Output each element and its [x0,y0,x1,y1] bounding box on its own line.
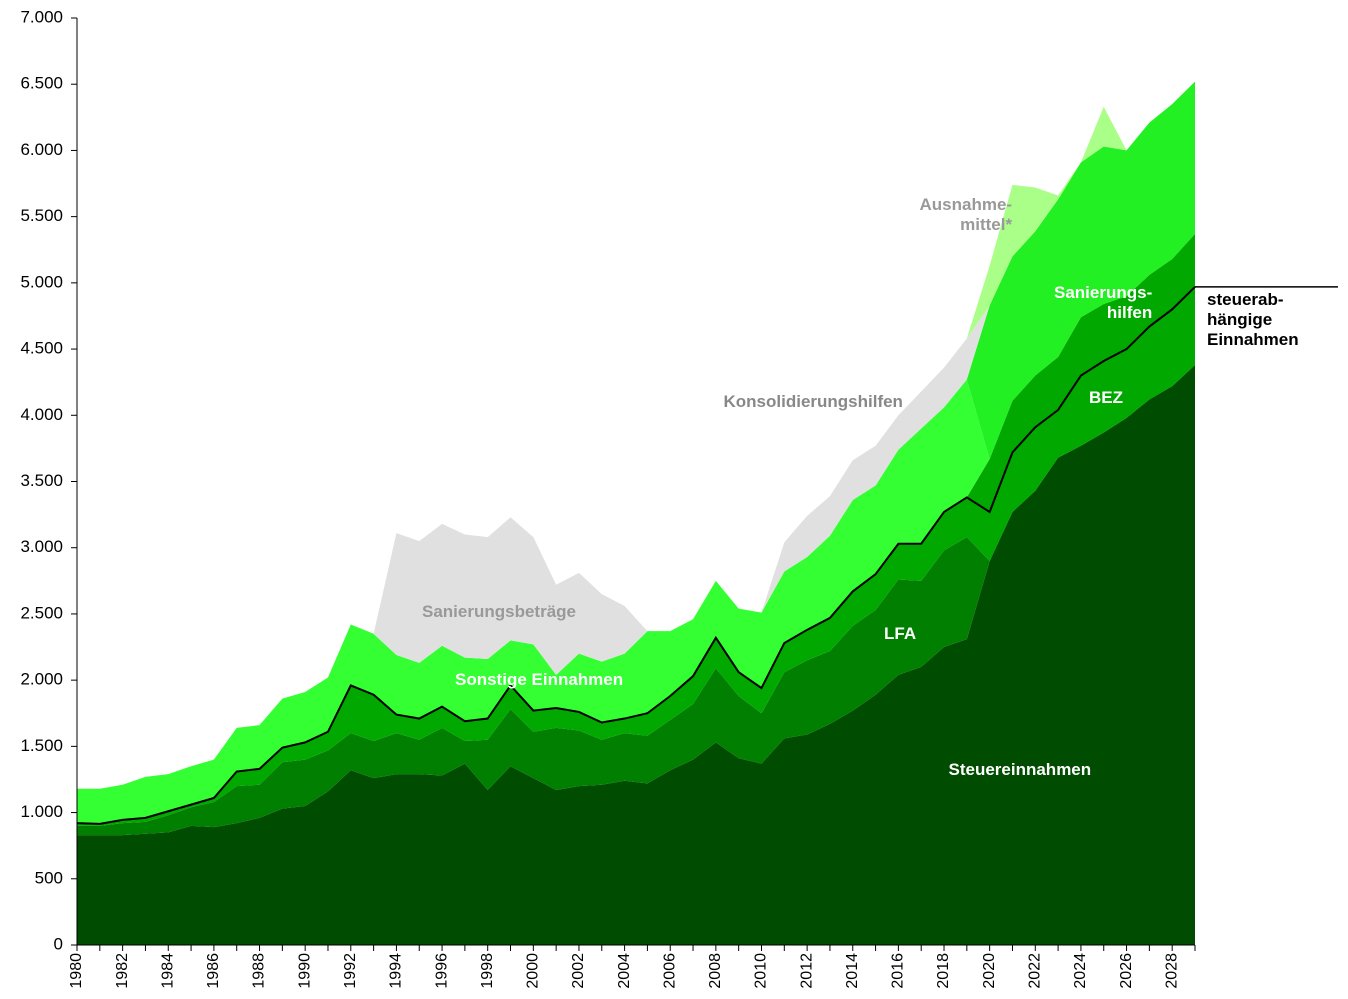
series-label: Konsolidierungshilfen [723,392,903,411]
area [77,364,1195,836]
y-tick-label: 5.500 [20,206,63,225]
y-tick-label: 500 [35,868,63,887]
area [77,233,1195,824]
x-tick-label: 1990 [296,953,313,989]
x-tick-label: 2004 [616,953,633,989]
x-tick-label: 1982 [114,953,131,989]
y-tick-label: 4.000 [20,405,63,424]
x-tick-label: 2016 [890,953,907,989]
x-tick-label: 1992 [342,953,359,989]
y-tick-label: 2.000 [20,670,63,689]
y-tick-label: 6.000 [20,140,63,159]
x-tick-label: 1986 [205,953,222,989]
x-tick-label: 2008 [707,953,724,989]
series-label: Sonstige Einnahmen [455,670,624,689]
y-tick-label: 1.000 [20,802,63,821]
y-tick-label: 6.500 [20,74,63,93]
series-label: Ausnahme- mittel* [919,195,1013,234]
y-tick-label: 7.000 [20,7,63,26]
x-tick-label: 2022 [1027,953,1044,989]
x-tick-label: 2028 [1163,953,1180,989]
series-label: LFA [884,624,917,643]
y-tick-label: 2.500 [20,603,63,622]
x-tick-label: 1988 [251,953,268,989]
x-tick-label: 1996 [433,953,450,989]
x-tick-label: 2020 [981,953,998,989]
line [76,286,1196,825]
x-tick-label: 2000 [525,953,542,989]
area [77,364,1195,945]
x-tick-label: 1980 [68,953,85,989]
series-label: Sanierungs- hilfen [1054,283,1153,322]
series-label: steuerab- hängige Einnahmen [1207,290,1299,349]
x-tick-label: 2026 [1118,953,1135,989]
y-tick-label: 1.500 [20,736,63,755]
y-tick-label: 4.500 [20,339,63,358]
series-label: Steuereinnahmen [948,760,1092,779]
x-tick-label: 2018 [935,953,952,989]
y-tick-label: 3.500 [20,471,63,490]
x-tick-label: 1998 [479,953,496,989]
x-tick-label: 1984 [159,953,176,989]
series-label: Sanierungsbeträge [422,602,576,621]
x-tick-label: 2012 [798,953,815,989]
area [77,233,1195,826]
x-tick-label: 2010 [753,953,770,989]
x-tick-label: 2006 [661,953,678,989]
series-label: BEZ [1089,388,1123,407]
y-tick-label: 5.000 [20,272,63,291]
x-tick-label: 1994 [388,953,405,989]
x-tick-label: 2002 [570,953,587,989]
y-tick-label: 0 [54,934,63,953]
y-tick-label: 3.000 [20,537,63,556]
x-tick-label: 2024 [1072,953,1089,989]
x-tick-label: 2014 [844,953,861,989]
